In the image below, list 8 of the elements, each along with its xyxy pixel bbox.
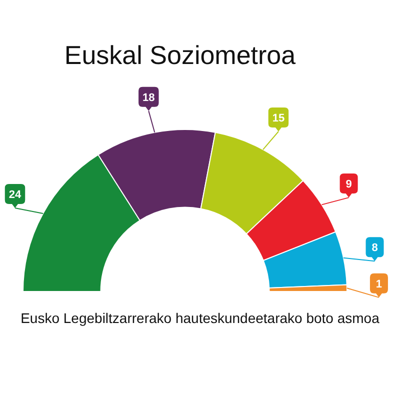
chart-title: Euskal Soziometroa xyxy=(63,40,297,70)
data-label: 9 xyxy=(346,178,352,191)
data-label: 1 xyxy=(376,278,382,290)
data-label: 15 xyxy=(272,112,285,125)
data-label: 18 xyxy=(142,92,155,104)
data-label: 8 xyxy=(372,242,378,254)
text: Eusko Legebiltzarrerako hauteskundeetarako boto asmoa xyxy=(20,310,380,327)
data-label: 24 xyxy=(8,189,22,202)
